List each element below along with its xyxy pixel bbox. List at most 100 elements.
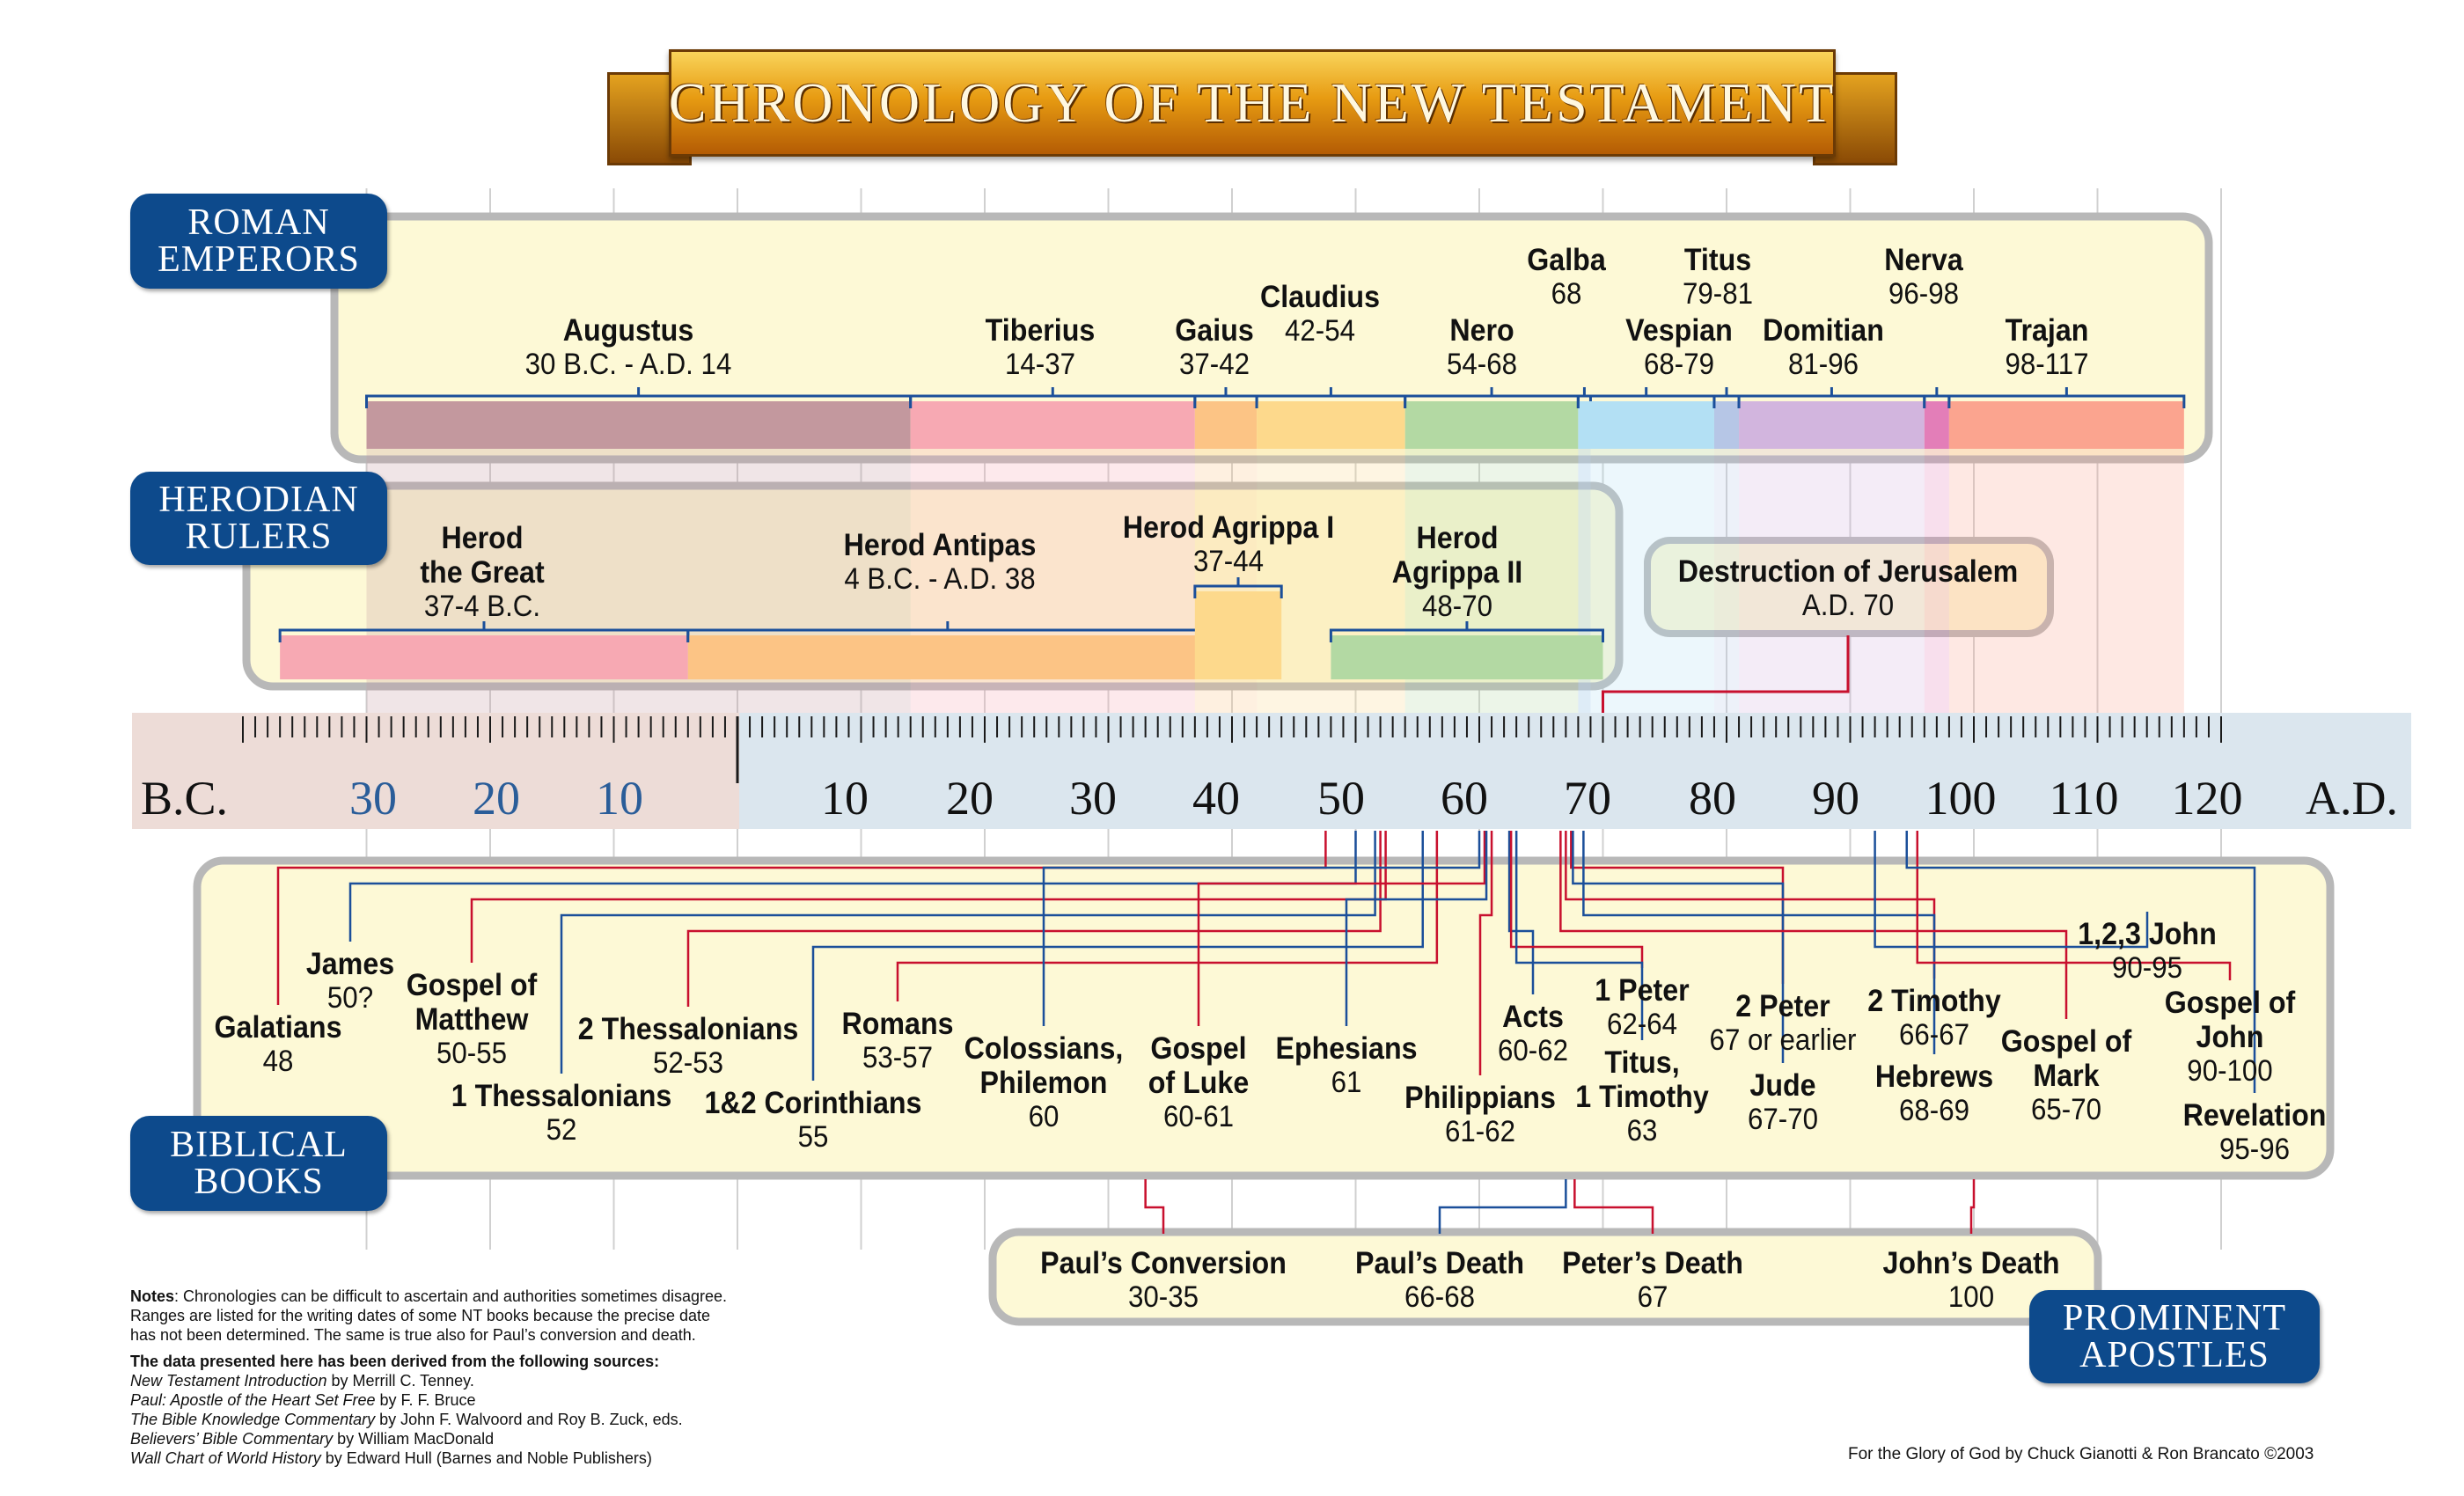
book-name-line: Gospel xyxy=(1150,1031,1247,1066)
book-connector xyxy=(896,831,1439,1001)
event-date: A.D. 70 xyxy=(1801,589,1895,623)
book-dates: 60-61 xyxy=(1162,1100,1234,1134)
reign-band xyxy=(1924,449,1949,713)
book-dates: 61 xyxy=(1331,1066,1362,1100)
emperor-titus: Titus 79-81 xyxy=(1680,243,1756,311)
herod-name-line: Herod xyxy=(441,521,524,555)
book-dates: 90-100 xyxy=(2187,1054,2273,1089)
source-title: Paul: Apostle of the Heart Set Free xyxy=(130,1391,376,1409)
emperor-dates: 30 B.C. - A.D. 14 xyxy=(524,348,732,382)
book-dates: 62-64 xyxy=(1606,1008,1678,1042)
book-dates: 50? xyxy=(326,981,374,1016)
book-connector xyxy=(811,831,1424,1081)
book-name-line: Ephesians xyxy=(1275,1031,1418,1066)
book-connector xyxy=(1559,831,2068,1019)
emperor-nerva: Nerva 96-98 xyxy=(1881,243,1966,311)
tab-biblical-books: BIBLICAL BOOKS xyxy=(130,1116,387,1211)
book-1-thessalonians: 1 Thessalonians 52 xyxy=(442,1079,681,1147)
book-connector xyxy=(1042,831,1481,1026)
bc-label: B.C. xyxy=(141,772,229,825)
source-item: Believers’ Bible Commentary by William M… xyxy=(130,1429,887,1448)
notes-block: Notes: Chronologies can be difficult to … xyxy=(130,1287,887,1468)
destruction-connector xyxy=(1602,635,1850,713)
book-name-line: 2 Timothy xyxy=(1867,984,2001,1018)
tab-label: EMPERORS xyxy=(158,239,360,280)
emperor-name: Titus xyxy=(1683,243,1752,277)
emperor-bar xyxy=(1739,401,1925,449)
book-dates: 52-53 xyxy=(652,1046,723,1081)
herod-agrippa-ii: Herod Agrippa II 48-70 xyxy=(1386,521,1528,623)
apostle-event-dates: 67 xyxy=(1637,1280,1668,1315)
tab-label: APOSTLES xyxy=(2079,1335,2270,1375)
book-2-timothy: 2 Timothy 66-67 xyxy=(1862,984,2007,1052)
source-title: Believers’ Bible Commentary xyxy=(130,1430,334,1448)
source-item: The Bible Knowledge Commentary by John F… xyxy=(130,1410,887,1429)
herod-name-line: Agrippa II xyxy=(1391,555,1523,590)
book-titus-1-timothy: Titus, 1 Timothy 63 xyxy=(1570,1045,1715,1148)
scale-label-ad-20: 20 xyxy=(946,772,994,825)
book-name-line: 2 Thessalonians xyxy=(577,1012,799,1046)
emperor-bar xyxy=(1948,401,2184,449)
emperor-name: Trajan xyxy=(2005,313,2089,348)
scale-label-ad-110: 110 xyxy=(2049,772,2119,825)
book-connector xyxy=(1514,831,1644,1040)
book-romans: Romans 53-57 xyxy=(837,1007,958,1074)
source-author: by Edward Hull (Barnes and Noble Publish… xyxy=(320,1449,652,1467)
event-name: Destruction of Jerusalem xyxy=(1677,554,2019,589)
book-gospel-of-mark: Gospel of Mark 65-70 xyxy=(1995,1024,2137,1126)
emperor-trajan: Trajan 98-117 xyxy=(2001,313,2092,381)
book-dates: 66-67 xyxy=(1898,1018,1969,1052)
book-dates: 67-70 xyxy=(1747,1103,1819,1137)
reign-band xyxy=(1713,449,1740,713)
scale-label-ad-50: 50 xyxy=(1317,772,1365,825)
apostle-event-name: Peter’s Death xyxy=(1562,1246,1743,1280)
book-name-line: 1 Thessalonians xyxy=(451,1079,672,1113)
book-2-peter: 2 Peter 67 or earlier xyxy=(1703,989,1862,1057)
emperor-name: Domitian xyxy=(1763,313,1884,348)
book-dates: 68-69 xyxy=(1898,1094,1970,1128)
herod-name-line: Herod xyxy=(1416,521,1499,555)
apostle-event-dates: 66-68 xyxy=(1404,1280,1476,1315)
source-item: New Testament Introduction by Merrill C.… xyxy=(130,1371,887,1390)
book-connector xyxy=(470,831,1387,963)
herod-dates: 4 B.C. - A.D. 38 xyxy=(844,562,1036,597)
book-connector xyxy=(1905,831,2256,1093)
book-name-line: Philemon xyxy=(979,1066,1108,1101)
books-panel xyxy=(193,856,2335,1180)
herod-the-great: Herod the Great 37-4 B.C. xyxy=(414,521,550,623)
scale-label-ad-100: 100 xyxy=(1925,772,1997,825)
book-name-line: Titus, xyxy=(1604,1045,1680,1080)
source-author: by John F. Walvoord and Roy B. Zuck, eds… xyxy=(375,1411,683,1428)
scale-label-ad-40: 40 xyxy=(1192,772,1240,825)
sources-heading-text: The data presented here has been derived… xyxy=(130,1353,660,1370)
tab-herodian-rulers: HERODIAN RULERS xyxy=(130,472,387,565)
book-gospel-of-luke: Gospel of Luke 60-61 xyxy=(1144,1031,1253,1133)
tab-label: BOOKS xyxy=(194,1162,324,1202)
book-dates: 50-55 xyxy=(436,1037,508,1071)
ad-label: A.D. xyxy=(2306,772,2398,825)
emperor-name: Tiberius xyxy=(985,313,1096,348)
book-name-line: Galatians xyxy=(214,1010,342,1045)
apostle-event-dates: 100 xyxy=(1947,1280,1995,1315)
book-name-line: James xyxy=(305,947,395,981)
tab-label: ROMAN xyxy=(187,202,330,243)
book-dates: 60-62 xyxy=(1497,1034,1569,1068)
tab-prominent-apostles: PROMINENT APOSTLES xyxy=(2029,1290,2320,1383)
book-connector xyxy=(1478,831,1493,1075)
reign-band xyxy=(1948,449,2184,713)
book-philippians: Philippians 61-62 xyxy=(1398,1081,1563,1148)
emperor-bar xyxy=(1713,401,1740,449)
book-name-line: Gospel of xyxy=(2000,1024,2132,1059)
book-colossians-philemon: Colossians, Philemon 60 xyxy=(957,1031,1130,1133)
title-banner: CHRONOLOGY OF THE NEW TESTAMENT xyxy=(669,49,1836,157)
destruction-box xyxy=(1644,537,2054,637)
book-name-line: of Luke xyxy=(1148,1066,1250,1101)
herod-bar xyxy=(280,635,688,679)
book-revelation: Revelation 95-96 xyxy=(2177,1098,2333,1166)
notes-line: has not been determined. The same is tru… xyxy=(130,1326,696,1344)
book-name-line: 2 Peter xyxy=(1735,989,1830,1023)
credit-line: For the Glory of God by Chuck Gianotti &… xyxy=(1848,1445,2314,1463)
source-item: Paul: Apostle of the Heart Set Free by F… xyxy=(130,1390,887,1410)
apostle-johns-death: John’s Death 100 xyxy=(1875,1246,2067,1314)
book-dates: 65-70 xyxy=(2030,1093,2102,1127)
